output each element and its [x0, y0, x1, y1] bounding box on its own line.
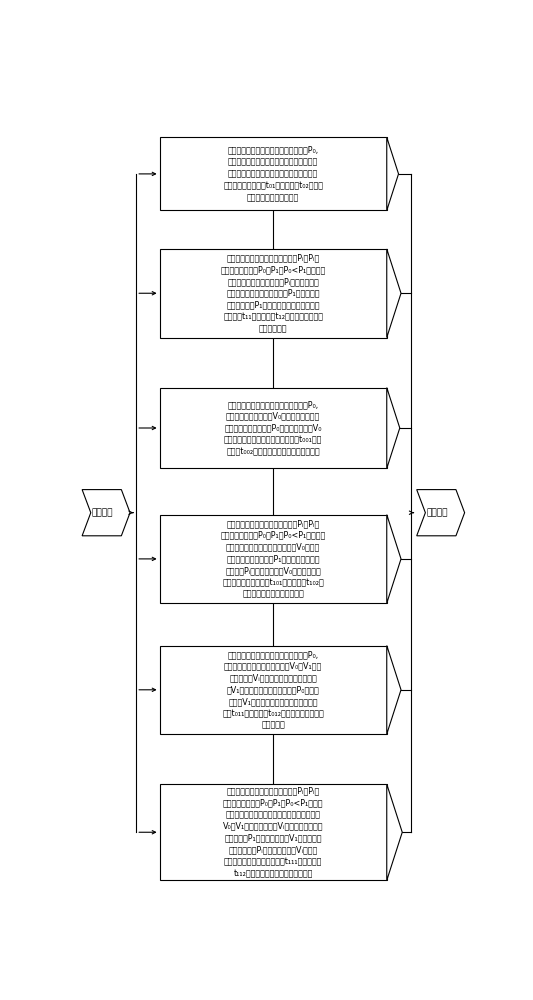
Bar: [159, 515, 387, 603]
Polygon shape: [387, 515, 401, 603]
Bar: [159, 784, 387, 880]
Polygon shape: [387, 249, 401, 338]
Polygon shape: [387, 388, 400, 468]
Polygon shape: [417, 490, 465, 536]
Bar: [159, 249, 387, 338]
Text: 若氢气燃料电池的当前工况为标定功率P₀,
并以该当前工况倍功率运行或减功率运行时
，根据记录的在该标定功率倍功率运行下氢
气排放阀的开启时刻t₀₁和关闭时刻t₀: 若氢气燃料电池的当前工况为标定功率P₀, 并以该当前工况倍功率运行或减功率运行时…: [223, 146, 323, 202]
Bar: [159, 646, 387, 734]
Polygon shape: [387, 137, 399, 210]
Text: 当前工况: 当前工况: [92, 508, 114, 517]
Text: 下一工况: 下一工况: [426, 508, 448, 517]
Text: 若氢气燃料电池的当前工况为标定功率P₀,
并以一个介于两个标定加载速率V₀、V₁之间
的加载速率Vᵢ变功率运行时，选取加载速
率V₁，根据记录的在该标定功率P₀: 若氢气燃料电池的当前工况为标定功率P₀, 并以一个介于两个标定加载速率V₀、V₁…: [222, 650, 324, 730]
Text: 若氢气燃料电池的当前工况为功率Pᵢ，Pᵢ为
介于两个标定功率P₀、P₁（P₀<P₁）之间的
一个功率，并以该当前工况Pᵢ倍功率运行或
减功率运行时，选取标定功率: 若氢气燃料电池的当前工况为功率Pᵢ，Pᵢ为 介于两个标定功率P₀、P₁（P₀<P…: [221, 253, 326, 333]
Text: 若氢气燃料电池的当前工况为标定功率P₀,
并以一个标定加载速率V₀变功率运行时，根
据记录的在该标定功率P₀和标定加载速率V₀
变功率运行下氢气排放阀的开启时刻: 若氢气燃料电池的当前工况为标定功率P₀, 并以一个标定加载速率V₀变功率运行时，…: [224, 400, 322, 456]
Polygon shape: [82, 490, 130, 536]
Bar: [159, 388, 387, 468]
Polygon shape: [387, 784, 402, 880]
Bar: [159, 137, 387, 210]
Text: 若氢气燃料电池的当前工况为功率Pᵢ，Pᵢ为
介于两个标定功率P₀、P₁（P₀<P₁）之间的
一个功率，并以一个标定加载速率V₀变功率
运行时，选取标定功率P₁，: 若氢气燃料电池的当前工况为功率Pᵢ，Pᵢ为 介于两个标定功率P₀、P₁（P₀<P…: [221, 519, 326, 599]
Polygon shape: [387, 646, 401, 734]
Text: 若氢气燃料电池的当前工况为功率Pᵢ，Pᵢ为
介于两个标定功率P₀、P₁（P₀<P₁）之间
的一个功率，并以一个介于两个标定加载速率
V₀、V₁之间的加载速率Vᵢ: 若氢气燃料电池的当前工况为功率Pᵢ，Pᵢ为 介于两个标定功率P₀、P₁（P₀<P…: [223, 786, 324, 878]
